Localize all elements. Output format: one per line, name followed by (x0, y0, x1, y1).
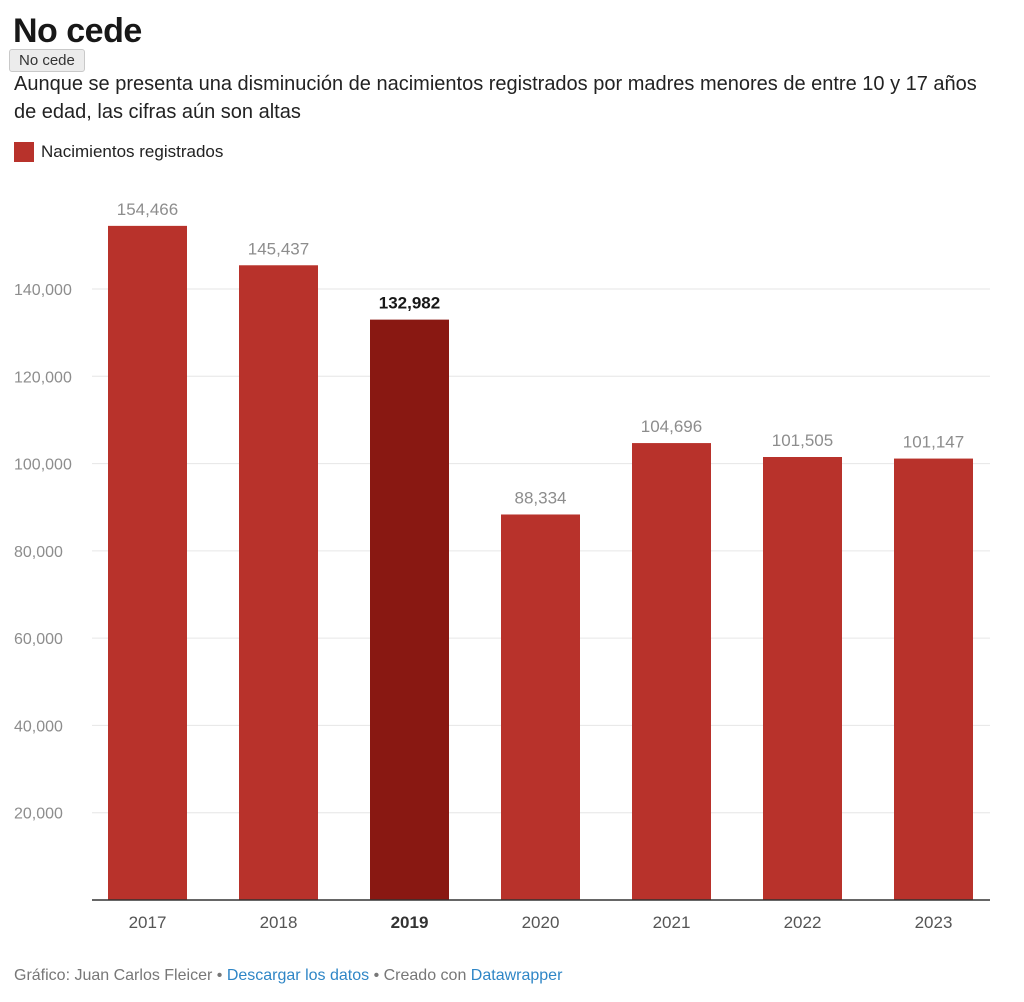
value-label: 101,505 (772, 431, 833, 450)
bar (108, 225, 187, 901)
legend-label: Nacimientos registrados (41, 142, 224, 161)
x-tick-label: 2019 (391, 913, 429, 932)
legend: Nacimientos registrados (14, 142, 223, 162)
footer: Gráfico: Juan Carlos Fleicer • Descargar… (14, 967, 562, 985)
value-label: 145,437 (248, 239, 309, 258)
value-label: 101,147 (903, 433, 964, 452)
x-tick-label: 2018 (260, 913, 298, 932)
x-tick-label: 2017 (129, 913, 167, 932)
footer-credit: Gráfico: Juan Carlos Fleicer (14, 967, 213, 984)
datawrapper-link[interactable]: Datawrapper (470, 967, 563, 984)
value-label: 104,696 (641, 417, 702, 436)
chart-title: No cede (13, 12, 142, 50)
legend-swatch (14, 142, 34, 162)
bar (632, 443, 711, 900)
created-with-text: Creado con (383, 967, 467, 984)
value-label: 132,982 (379, 294, 440, 313)
y-tick-label: 140,000 (14, 282, 72, 299)
y-tick-label: 80,000 (14, 544, 63, 561)
footer-separator: • (216, 967, 223, 984)
bar (763, 457, 842, 900)
x-tick-label: 2023 (915, 913, 953, 932)
y-tick-label: 20,000 (14, 806, 63, 823)
title-tooltip: No cede (9, 49, 85, 72)
x-tick-label: 2022 (784, 913, 822, 932)
y-tick-label: 40,000 (14, 718, 63, 735)
y-tick-label: 120,000 (14, 369, 72, 386)
bar (239, 265, 318, 900)
value-label: 154,466 (117, 200, 178, 219)
y-tick-label: 100,000 (14, 457, 72, 474)
footer-separator: • (373, 967, 380, 984)
bar (894, 458, 973, 900)
download-data-link[interactable]: Descargar los datos (226, 967, 370, 984)
bar (370, 319, 449, 900)
x-tick-label: 2020 (522, 913, 560, 932)
bar-chart: 20,000 40,000 60,000 80,000 100,000 120,000 14… (14, 200, 990, 932)
y-tick-label: 60,000 (14, 631, 63, 648)
bar (501, 514, 580, 900)
x-tick-label: 2021 (653, 913, 691, 932)
chart-subtitle: Aunque se presenta una disminución de na… (14, 73, 977, 123)
value-label: 88,334 (515, 488, 567, 507)
